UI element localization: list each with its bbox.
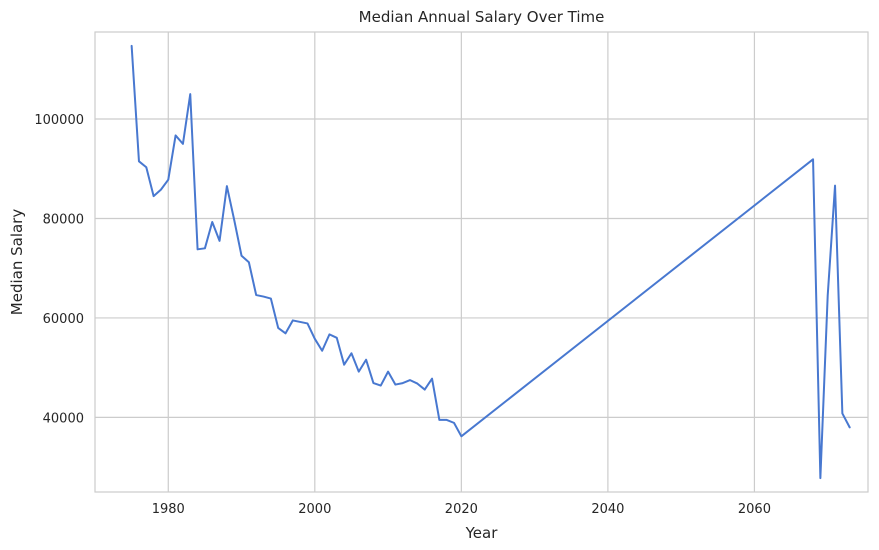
chart-title: Median Annual Salary Over Time — [359, 8, 605, 26]
x-axis-label: Year — [465, 524, 499, 542]
y-tick-label: 100000 — [34, 113, 84, 128]
y-axis-label: Median Salary — [8, 209, 26, 316]
series-layer — [130, 44, 851, 480]
y-tick-label: 40000 — [43, 411, 84, 426]
plot-area-frame — [94, 31, 869, 493]
grid-lines — [95, 32, 868, 492]
x-tick-label: 2000 — [298, 502, 331, 517]
y-tick-label: 80000 — [43, 212, 84, 227]
tick-labels: 1980 2000 2020 2040 2060 40000 60000 80000 10000… — [34, 113, 771, 517]
series-line — [130, 44, 851, 480]
y-tick-label: 60000 — [43, 312, 84, 327]
x-tick-label: 2020 — [445, 502, 478, 517]
x-tick-label: 1980 — [152, 502, 185, 517]
x-tick-label: 2060 — [738, 502, 771, 517]
x-tick-label: 2040 — [591, 502, 624, 517]
